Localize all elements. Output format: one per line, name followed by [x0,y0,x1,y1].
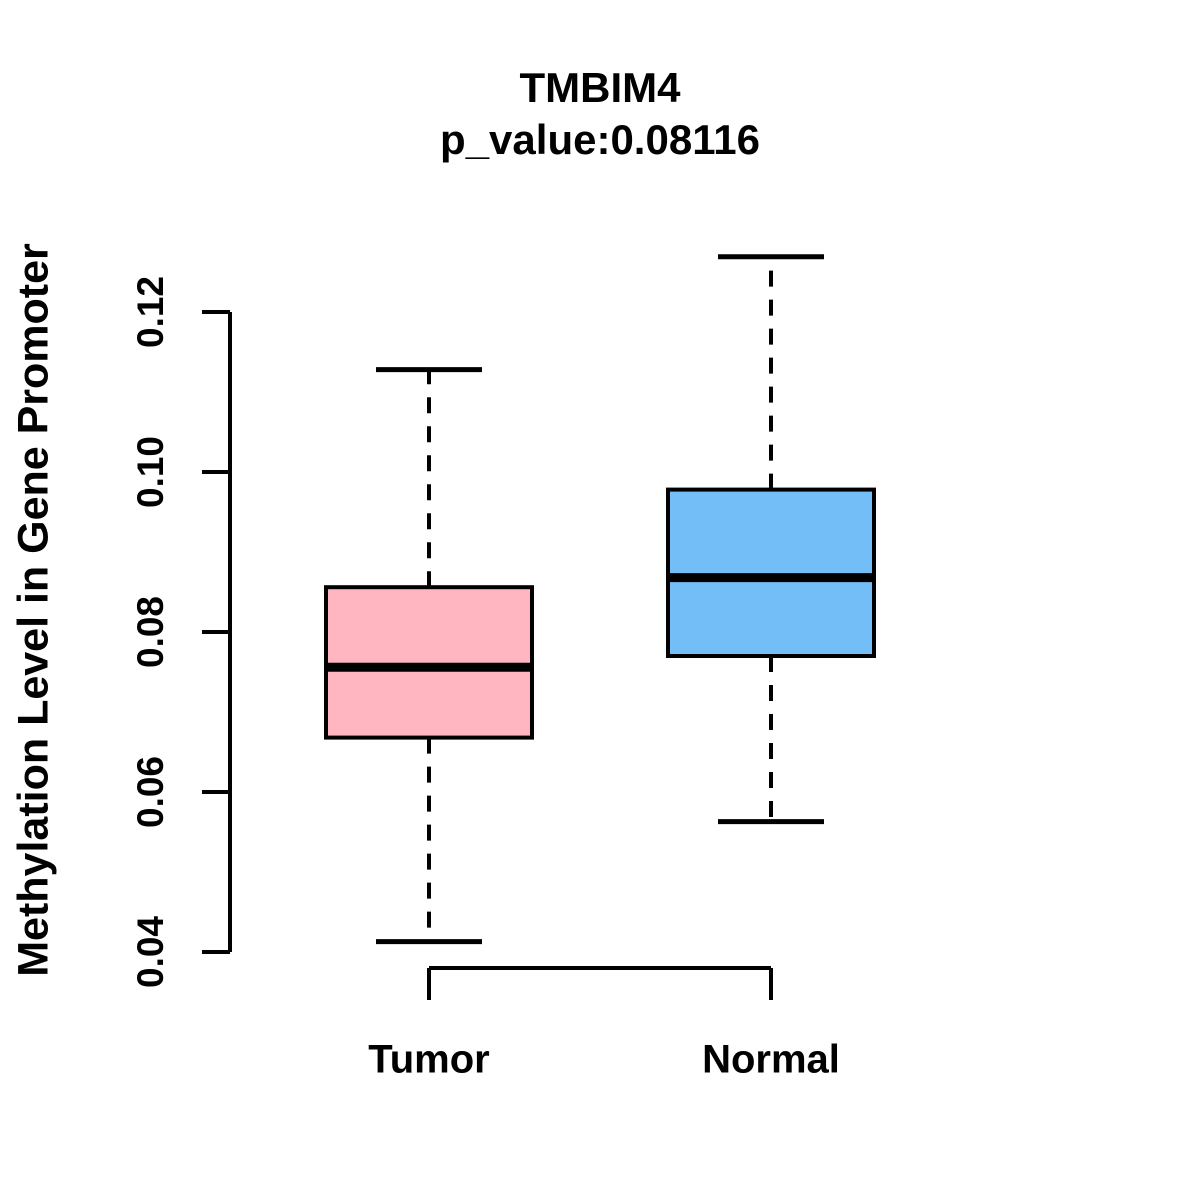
tumor-iqr-box [324,585,534,740]
chart-title-block: TMBIM4 p_value:0.08116 [0,62,1200,166]
y-tick-label: 0.04 [130,915,171,989]
y-tick-label: 0.12 [130,275,171,349]
y-tick-label: 0.08 [130,595,171,669]
x-category-label-tumor: Tumor [368,1037,490,1082]
chart-title: TMBIM4 [519,64,681,111]
y-tick-label: 0.06 [130,755,171,829]
x-category-label-normal: Normal [702,1037,840,1082]
normal-iqr-box [666,487,876,658]
chart-subtitle-pvalue: p_value:0.08116 [440,116,760,163]
y-tick-label: 0.10 [130,435,171,509]
